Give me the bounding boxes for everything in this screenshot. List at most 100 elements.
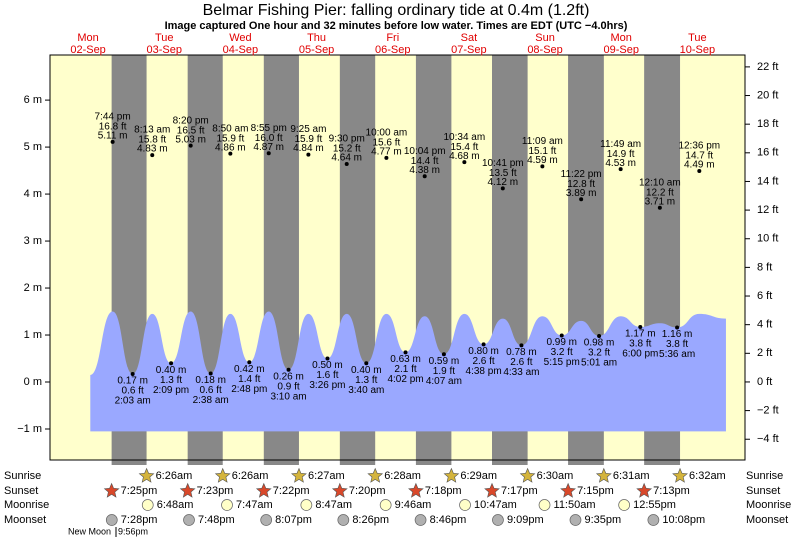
moon-icon [221, 499, 233, 511]
high-tide-label: 4.59 m [527, 155, 558, 166]
low-tide-point [208, 371, 213, 376]
low-tide-feet: 3.8 ft [666, 339, 688, 350]
sun-icon [367, 467, 384, 483]
low-tide-point [325, 356, 330, 361]
row-time: 6:27am [308, 470, 345, 482]
moon-icon [260, 514, 273, 526]
y-tick-label: 4 m [24, 188, 42, 200]
row-time: 8:47am [315, 499, 352, 511]
low-tide-feet: 1.9 ft [433, 366, 455, 377]
low-tide-time: 5:01 am [581, 358, 617, 369]
sun-icon [138, 467, 155, 483]
high-tide-point [422, 174, 427, 179]
row-label-right: Sunrise [746, 470, 783, 482]
row-time: 12:55pm [633, 499, 676, 511]
sun-icon [291, 467, 307, 483]
high-tide-label: 4.38 m [409, 165, 440, 176]
high-tide-point [384, 155, 389, 160]
high-tide-feet: 12.8 ft [567, 179, 595, 190]
moon-icon [538, 499, 551, 511]
low-tide-point [169, 361, 174, 366]
row-time: 9:35pm [584, 514, 621, 526]
high-tide-label: 4.49 m [684, 160, 715, 171]
low-tide-feet: 0.6 ft [200, 385, 222, 396]
low-tide-label: 0.18 m [195, 375, 226, 386]
y-tick-label: 1 m [24, 329, 42, 341]
low-tide-time: 2:38 am [193, 395, 229, 406]
low-tide-label: 1.16 m [662, 329, 693, 340]
high-tide-label: 5.11 m [98, 131, 128, 142]
low-tide-feet: 1.6 ft [316, 370, 338, 381]
high-tide-point [579, 197, 584, 202]
sun-icon [636, 482, 653, 498]
moon-icon [183, 514, 195, 526]
row-time: 6:28am [384, 470, 421, 482]
day-date: 02-Sep [70, 44, 105, 56]
row-time: 7:47am [236, 499, 273, 511]
sun-icon [103, 482, 120, 498]
row-time: 7:20pm [349, 485, 386, 497]
y-tick-label: 2 m [24, 282, 42, 294]
high-tide-feet: 16.8 ft [99, 122, 127, 133]
moon-icon [141, 499, 154, 511]
high-tide-time: 12:36 pm [678, 141, 720, 152]
row-label: Sunset [4, 485, 38, 497]
high-tide-time: 7:44 pm [95, 112, 131, 123]
high-tide-label: 4.53 m [605, 158, 636, 169]
high-tide-point [618, 167, 623, 172]
moon-icon [647, 514, 660, 526]
row-time: 6:32am [689, 470, 726, 482]
row-label-right: Moonrise [746, 499, 791, 511]
high-tide-feet: 14.9 ft [607, 149, 635, 160]
row-time: 7:28pm [121, 514, 158, 526]
low-tide-point [481, 342, 486, 347]
row-time: 9:46am [395, 499, 432, 511]
low-tide-feet: 3.2 ft [588, 348, 610, 359]
row-time: 6:30am [537, 470, 574, 482]
sun-icon [408, 482, 424, 498]
row-label: Moonset [4, 514, 46, 526]
high-tide-time: 10:00 am [366, 128, 408, 139]
low-tide-point [441, 352, 446, 357]
y2-tick-label: 0 ft [757, 376, 772, 388]
sun-icon [484, 482, 500, 498]
low-tide-label: 0.17 m [117, 376, 148, 387]
high-tide-label: 4.87 m [253, 142, 284, 153]
y2-tick-label: −2 ft [757, 404, 779, 416]
low-tide-label: 0.59 m [429, 356, 460, 367]
day-date: 04-Sep [223, 44, 258, 56]
day-name: Tue [155, 32, 174, 44]
day-date: 03-Sep [147, 44, 182, 56]
low-tide-label: 0.40 m [156, 365, 187, 376]
high-tide-label: 5.03 m [175, 134, 206, 145]
day-name: Fri [386, 32, 399, 44]
high-tide-label: 4.77 m [371, 147, 402, 158]
day-date: 07-Sep [451, 44, 486, 56]
row-time: 8:26pm [352, 514, 389, 526]
low-tide-time: 6:00 pm [622, 349, 658, 360]
low-tide-feet: 1.3 ft [160, 375, 182, 386]
low-tide-feet: 1.4 ft [238, 374, 260, 385]
low-tide-time: 4:33 am [503, 367, 539, 378]
high-tide-feet: 15.1 ft [528, 146, 556, 157]
high-tide-point [228, 151, 233, 156]
high-tide-time: 8:50 am [212, 123, 248, 134]
low-tide-point [403, 350, 408, 355]
low-tide-label: 0.99 m [546, 337, 577, 348]
high-tide-point [657, 205, 662, 210]
y2-tick-label: 6 ft [757, 290, 772, 302]
high-tide-label: 4.86 m [215, 142, 246, 153]
high-tide-label: 4.84 m [293, 143, 324, 154]
moon-icon [569, 514, 582, 526]
y2-tick-label: 22 ft [757, 61, 778, 73]
day-name: Mon [77, 32, 98, 44]
day-date: 06-Sep [375, 44, 410, 56]
low-tide-label: 0.80 m [468, 346, 499, 357]
moon-phase-time: 9:56pm [118, 526, 148, 536]
high-tide-time: 8:13 am [134, 125, 170, 136]
moon-icon [300, 499, 313, 511]
sun-icon [179, 482, 196, 498]
moon-icon [337, 514, 350, 526]
low-tide-label: 0.40 m [351, 365, 382, 376]
